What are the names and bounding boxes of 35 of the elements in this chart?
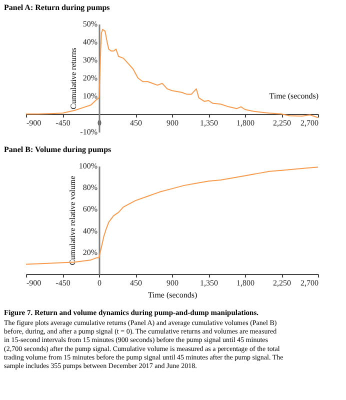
y-tick-label: 20% [82, 248, 98, 257]
x-tick-label: -450 [56, 118, 70, 128]
y-tick-label: 50% [82, 20, 98, 28]
x-axis-title: Time (seconds) [148, 290, 198, 300]
y-axis-title: Cumulative relative volume [68, 175, 77, 266]
x-tick-label: 1,350 [200, 118, 218, 128]
x-tick-label: 1,800 [236, 278, 254, 288]
y-tick-label: 10% [82, 92, 98, 100]
y-tick-label: 40% [82, 38, 98, 46]
x-tick-label: 2,250 [273, 278, 291, 288]
x-tick-label: -900 [26, 278, 42, 288]
x-tick-label: 0 [98, 278, 102, 288]
y-axis-title: Cumulative returns [69, 48, 78, 110]
x-tick-label: -450 [56, 278, 70, 288]
y-tick-label: 30% [82, 56, 98, 64]
y-tick-label: 60% [82, 204, 98, 214]
x-tick-label: 2,250 [273, 118, 291, 128]
y-tick-label: 40% [82, 226, 98, 236]
chart-title: Panel B: Volume during pumps [4, 145, 112, 154]
x-tick-label: 2,700 [300, 278, 318, 288]
x-tick-label: 900 [166, 278, 178, 288]
line-series [26, 28, 318, 118]
y-tick-label: -10% [80, 128, 98, 136]
y-tick-label: 80% [82, 183, 98, 192]
x-tick-label: -900 [26, 118, 42, 128]
y-tick-label: 100% [78, 162, 98, 170]
x-tick-label: 900 [166, 118, 178, 128]
x-tick-label: 450 [130, 278, 142, 288]
x-tick-label: 450 [130, 118, 142, 128]
y-tick-label: 20% [82, 74, 98, 82]
x-tick-label: 1,800 [236, 118, 254, 128]
x-axis-title: Time (seconds) [269, 92, 319, 100]
x-tick-label: 2,700 [300, 118, 318, 128]
x-tick-label: 1,350 [200, 278, 218, 288]
chart-title: Panel A: Return during pumps [4, 3, 110, 12]
